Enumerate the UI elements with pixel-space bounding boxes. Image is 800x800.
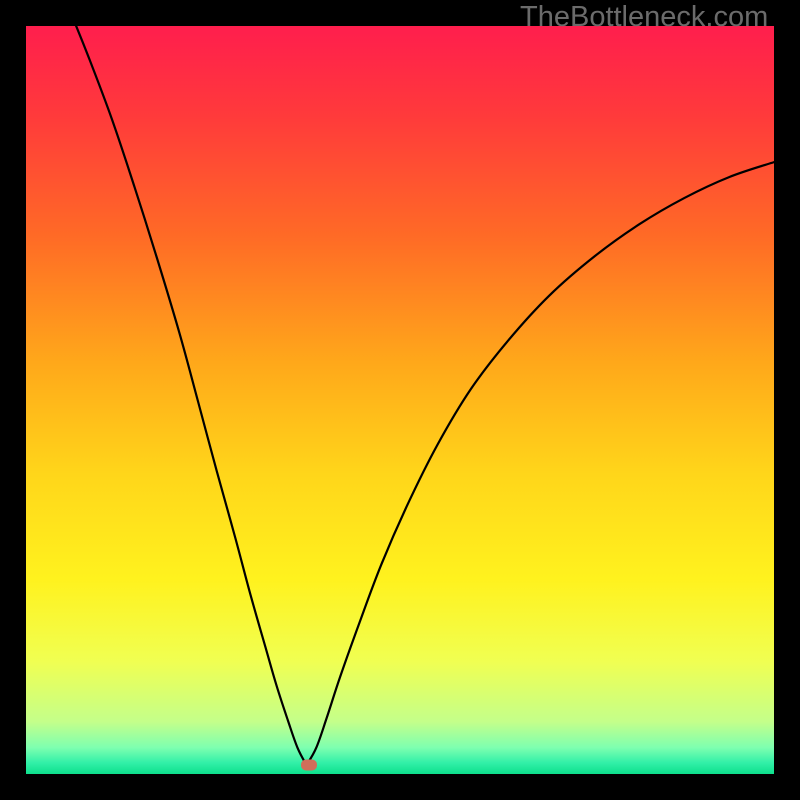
plot-area [26,26,774,774]
apex-marker [301,760,317,771]
chart-root: TheBottleneck.com [0,0,800,800]
bottleneck-curve [26,26,774,774]
watermark-label: TheBottleneck.com [520,1,768,34]
